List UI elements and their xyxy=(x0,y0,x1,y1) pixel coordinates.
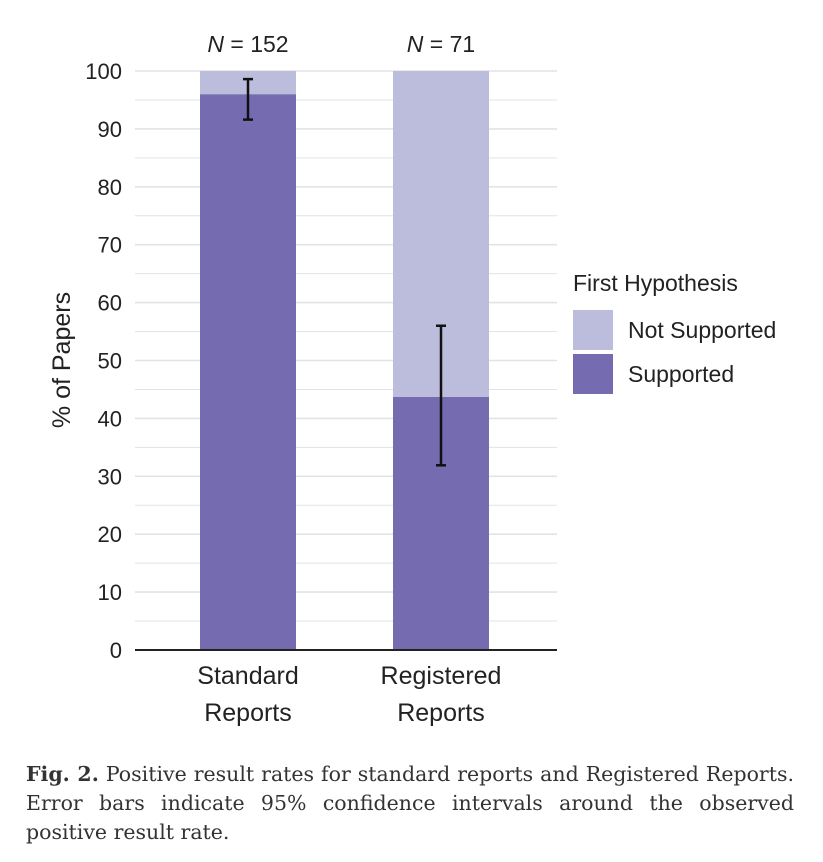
sample-size-value: = 71 xyxy=(423,31,475,57)
y-tick-label: 20 xyxy=(98,522,122,547)
legend-label: Not Supported xyxy=(628,317,776,343)
category-labels: Standard Reports Registered Reports xyxy=(197,662,501,727)
y-tick-label: 90 xyxy=(98,117,122,142)
category-label-line2: Reports xyxy=(204,699,292,727)
y-tick-labels: 0 10 20 30 40 50 60 70 80 90 100 xyxy=(85,59,122,663)
sample-size-label: N = 71 xyxy=(407,31,475,57)
figure-caption-text: Positive result rates for standard repor… xyxy=(26,762,794,844)
sample-size-value: = 152 xyxy=(224,31,289,57)
y-tick-label: 40 xyxy=(98,406,122,431)
grid-layer xyxy=(135,70,557,622)
figure-label: Fig. 2. xyxy=(26,762,99,786)
y-tick-label: 50 xyxy=(98,349,122,374)
y-tick-label: 10 xyxy=(98,580,122,605)
sample-size-symbol: N xyxy=(207,31,224,57)
category-label-line1: Standard xyxy=(197,662,298,690)
y-tick-label: 100 xyxy=(85,59,122,84)
category-label-line2: Reports xyxy=(397,699,485,727)
error-bars-layer xyxy=(243,77,446,467)
y-tick-label: 30 xyxy=(98,464,122,489)
sample-size-label: N = 152 xyxy=(207,31,288,57)
legend-title: First Hypothesis xyxy=(573,270,738,296)
legend-swatch xyxy=(573,354,613,394)
legend-items: Not Supported Supported xyxy=(573,310,776,394)
sample-size-labels: N = 152 N = 71 xyxy=(207,31,475,57)
y-tick-label: 60 xyxy=(98,291,122,316)
y-tick-label: 80 xyxy=(98,175,122,200)
figure-caption: Fig. 2. Positive result rates for standa… xyxy=(26,760,794,847)
sample-size-symbol: N xyxy=(407,31,424,57)
legend-label: Supported xyxy=(628,361,734,387)
bar-segment-supported xyxy=(200,94,296,650)
y-tick-label: 0 xyxy=(110,638,122,663)
legend: First Hypothesis Not Supported Supported xyxy=(573,270,776,394)
y-tick-label: 70 xyxy=(98,233,122,258)
y-axis-title: % of Papers xyxy=(48,292,76,428)
legend-swatch xyxy=(573,310,613,350)
stacked-bar-chart: 0 10 20 30 40 50 60 70 80 90 100 Standard Reports Re… xyxy=(48,31,776,727)
category-label-line1: Registered xyxy=(381,662,502,690)
